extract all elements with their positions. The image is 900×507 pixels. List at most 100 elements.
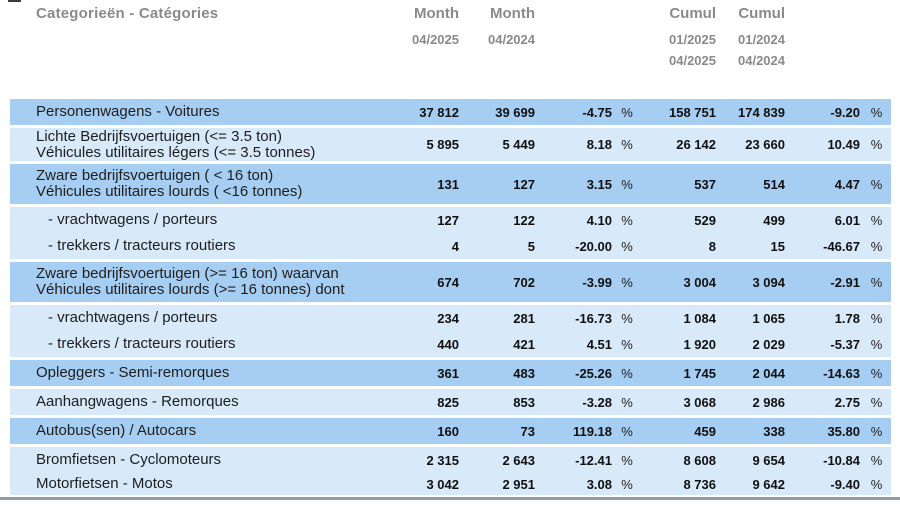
table-row: Bromfietsen - Cyclomoteurs 2 315 2 643 -12.…: [10, 447, 891, 473]
row-label: Zware bedrijfsvoertuigen ( < 16 ton) Véhi…: [10, 168, 375, 200]
percent-sign: %: [870, 212, 883, 228]
row-label: Lichte Bedrijfsvoertuigen (<= 3.5 ton) Vé…: [10, 128, 375, 161]
cell-pct-cumul: -9.40: [830, 476, 860, 492]
row-label: Personenwagens - Voitures: [10, 104, 375, 120]
cell-month-previous: 122: [513, 212, 535, 228]
percent-sign: %: [870, 365, 883, 381]
cell-month-previous: 421: [513, 336, 535, 352]
percent-sign: %: [870, 423, 883, 439]
cell-cumul-previous: 338: [763, 423, 785, 439]
percent-sign: %: [621, 336, 633, 352]
cell-month-previous: 853: [513, 394, 535, 410]
column-header-month-previous: Month 04/2024: [461, 5, 537, 68]
cell-cumul-previous: 174 839: [738, 104, 785, 120]
column-header-period2: [375, 53, 459, 68]
cell-month-previous: 483: [513, 365, 535, 381]
cell-pct-month: 119.18: [572, 423, 612, 439]
percent-sign: %: [870, 394, 883, 410]
row-label: Bromfietsen - Cyclomoteurs: [10, 452, 375, 468]
top-edge-mark: [8, 0, 21, 2]
cell-month-current: 825: [437, 394, 459, 410]
table-row: Zware bedrijfsvoertuigen ( < 16 ton) Véhi…: [10, 164, 891, 204]
cell-cumul-current: 8: [708, 238, 716, 254]
column-header-period2: 04/2024: [738, 53, 785, 68]
cell-pct-cumul: 35.80: [827, 423, 860, 439]
cell-month-current: 37 812: [419, 104, 459, 120]
row-label: Opleggers - Semi-remorques: [10, 365, 375, 381]
cell-month-previous: 5 449: [502, 137, 535, 152]
cell-cumul-previous: 1 065: [752, 310, 785, 326]
cell-month-previous: 281: [513, 310, 535, 326]
cell-pct-month: 3.15: [586, 176, 612, 192]
cell-cumul-previous: 2 029: [752, 336, 785, 352]
row-label-line: Aanhangwagens - Remorques: [36, 393, 239, 410]
percent-sign: %: [870, 452, 883, 468]
cell-pct-month: -3.99: [582, 274, 612, 290]
cell-cumul-previous: 499: [763, 212, 785, 228]
cell-pct-cumul: 6.01: [834, 212, 860, 228]
column-header-label: Month: [490, 5, 535, 22]
cell-cumul-previous: 514: [763, 176, 785, 192]
row-label-line: Bromfietsen - Cyclomoteurs: [36, 451, 222, 468]
cell-month-previous: 39 699: [495, 104, 535, 120]
column-header-period2: [461, 53, 535, 68]
cell-cumul-current: 158 751: [669, 104, 716, 120]
cell-cumul-current: 1 920: [683, 336, 716, 352]
column-header-period2: 04/2025: [669, 53, 716, 68]
table-row: Motorfietsen - Motos 3 042 2 951 3.08% 8 736…: [10, 473, 891, 495]
column-header-cumul-current: Cumul 01/2025 04/2025: [640, 5, 718, 68]
cell-month-current: 234: [437, 310, 459, 326]
cell-cumul-previous: 23 660: [745, 137, 785, 152]
row-label: - vrachtwagens / porteurs: [10, 212, 375, 228]
table-row: Zware bedrijfsvoertuigen (>= 16 ton) waa…: [10, 262, 891, 302]
percent-sign: %: [870, 104, 883, 120]
table-row: Opleggers - Semi-remorques 361 483 -25.26% 1…: [10, 360, 891, 386]
cell-cumul-current: 3 004: [683, 274, 716, 290]
percent-sign: %: [870, 274, 883, 290]
cell-pct-cumul: -5.37: [830, 336, 860, 352]
cell-pct-cumul: -14.63: [823, 365, 860, 381]
table-row: Lichte Bedrijfsvoertuigen (<= 3.5 ton) Vé…: [10, 128, 891, 161]
cell-cumul-previous: 15: [770, 238, 785, 254]
cell-cumul-current: 537: [694, 176, 716, 192]
cell-cumul-previous: 2 986: [752, 394, 785, 410]
cell-pct-month: -3.28: [582, 394, 612, 410]
column-header-pct-month-spacer: [537, 5, 614, 68]
cell-month-previous: 5: [527, 238, 535, 254]
cell-pct-cumul: 1.78: [834, 310, 860, 326]
row-label-line: Zware bedrijfsvoertuigen ( < 16 ton): [36, 167, 274, 184]
row-label-line: Opleggers - Semi-remorques: [36, 364, 230, 381]
row-label: - trekkers / tracteurs routiers: [10, 238, 375, 254]
row-label-line: - vrachtwagens / porteurs: [48, 211, 218, 228]
cell-month-current: 440: [437, 336, 459, 352]
cell-pct-month: -25.26: [575, 365, 612, 381]
cell-month-current: 674: [437, 274, 459, 290]
column-header-period: 04/2024: [488, 32, 535, 47]
cell-pct-month: -4.75: [582, 104, 612, 120]
cell-cumul-current: 1 084: [683, 310, 716, 326]
cell-pct-month: 4.51: [586, 336, 612, 352]
cell-pct-month: 3.08: [586, 476, 612, 492]
cell-cumul-current: 26 142: [676, 137, 716, 152]
percent-sign: %: [870, 336, 883, 352]
table-row: - vrachtwagens / porteurs 127 122 4.10% 529 4…: [10, 207, 891, 233]
row-label-line: - vrachtwagens / porteurs: [48, 309, 218, 326]
row-label: Autobus(sen) / Autocars: [10, 423, 375, 439]
percent-sign: %: [621, 238, 633, 254]
percent-sign: %: [870, 176, 883, 192]
column-header-period: 01/2024: [738, 32, 785, 47]
percent-sign: %: [621, 423, 633, 439]
row-label-line: Véhicules utilitaires lourds ( <16 tonne…: [36, 183, 303, 200]
cell-month-current: 2 315: [426, 452, 459, 468]
column-header-spacer: [10, 5, 375, 68]
percent-sign: %: [621, 394, 633, 410]
column-header-pct-sign-spacer: [614, 5, 640, 68]
row-label-line: - trekkers / tracteurs routiers: [48, 335, 236, 352]
table-row: Aanhangwagens - Remorques 825 853 -3.28% 3 0…: [10, 389, 891, 415]
data-table: Personenwagens - Voitures 37 812 39 699 -4.…: [10, 96, 891, 495]
column-header-label: Cumul: [738, 5, 785, 22]
percent-sign: %: [621, 137, 633, 152]
cell-pct-month: -12.41: [575, 452, 612, 468]
percent-sign: %: [621, 452, 633, 468]
